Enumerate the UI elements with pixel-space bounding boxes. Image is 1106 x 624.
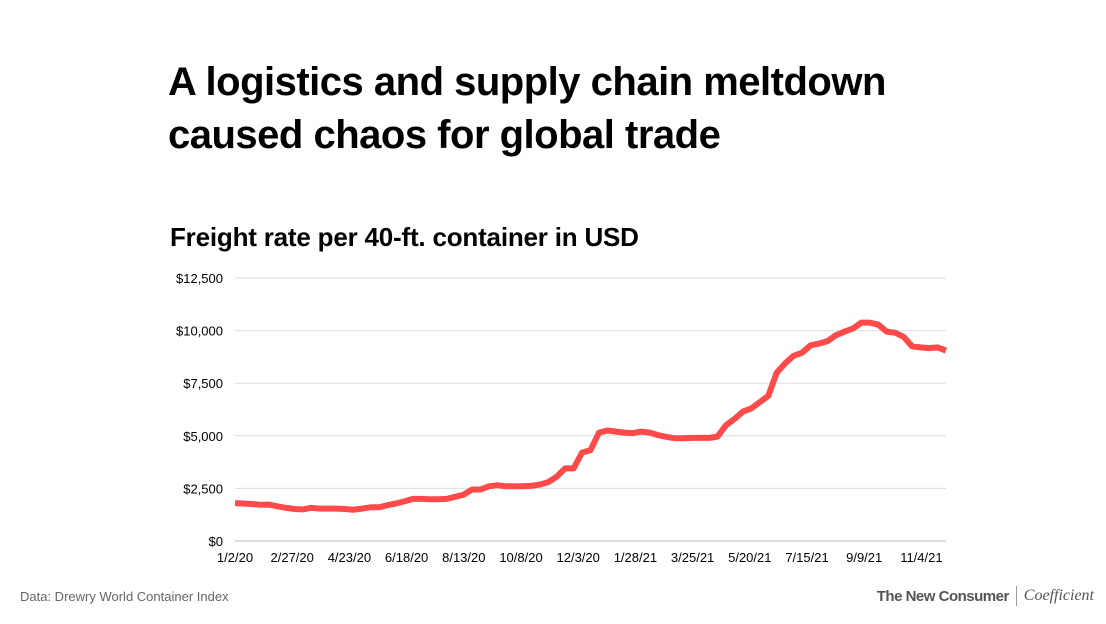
x-tick-label: 1/28/21 [614, 550, 657, 565]
title-line-2: caused chaos for global trade [168, 113, 721, 157]
x-tick-label: 6/18/20 [385, 550, 428, 565]
x-tick-label: 5/20/21 [728, 550, 771, 565]
x-axis-tick-labels: 1/2/20 2/27/20 4/23/20 6/18/20 8/13/20 10/8/2… [217, 550, 943, 565]
x-tick-label: 2/27/20 [271, 550, 314, 565]
x-tick-label: 1/2/20 [217, 550, 253, 565]
x-tick-label: 11/4/21 [900, 550, 942, 565]
x-tick-label: 9/9/21 [846, 550, 882, 565]
x-tick-label: 3/25/21 [671, 550, 714, 565]
x-tick-label: 10/8/20 [499, 550, 542, 565]
x-tick-label: 12/3/20 [557, 550, 600, 565]
chart-subtitle: Freight rate per 40-ft. container in USD [170, 222, 639, 252]
y-tick-label: $12,500 [176, 271, 223, 286]
gridlines [235, 277, 946, 542]
brand-secondary: Coefficient [1023, 587, 1094, 604]
y-tick-label: $7,500 [183, 376, 223, 391]
source-note: Data: Drewry World Container Index [20, 589, 229, 604]
line-chart: $0 $2,500 $5,000 $7,500 $10,000 $12,500 1/2/2… [176, 271, 948, 565]
y-axis-tick-labels: $0 $2,500 $5,000 $7,500 $10,000 $12,500 [176, 271, 223, 549]
x-tick-label: 8/13/20 [442, 550, 485, 565]
title-line-1: A logistics and supply chain meltdown [168, 60, 886, 104]
series-group [234, 319, 948, 513]
brand-primary: The New Consumer [876, 587, 1010, 605]
y-tick-label: $5,000 [183, 429, 223, 444]
brand-divider [1015, 586, 1017, 606]
x-tick-label: 4/23/20 [328, 550, 371, 565]
brand-logos: The New Consumer Coefficient [877, 586, 1094, 606]
x-tick-label: 7/15/21 [785, 550, 828, 565]
y-tick-label: $2,500 [183, 481, 223, 496]
y-tick-label: $0 [209, 534, 223, 549]
y-tick-label: $10,000 [176, 324, 223, 339]
page-title: A logistics and supply chain meltdown ca… [168, 56, 1068, 162]
freight-rate-line [234, 319, 948, 513]
